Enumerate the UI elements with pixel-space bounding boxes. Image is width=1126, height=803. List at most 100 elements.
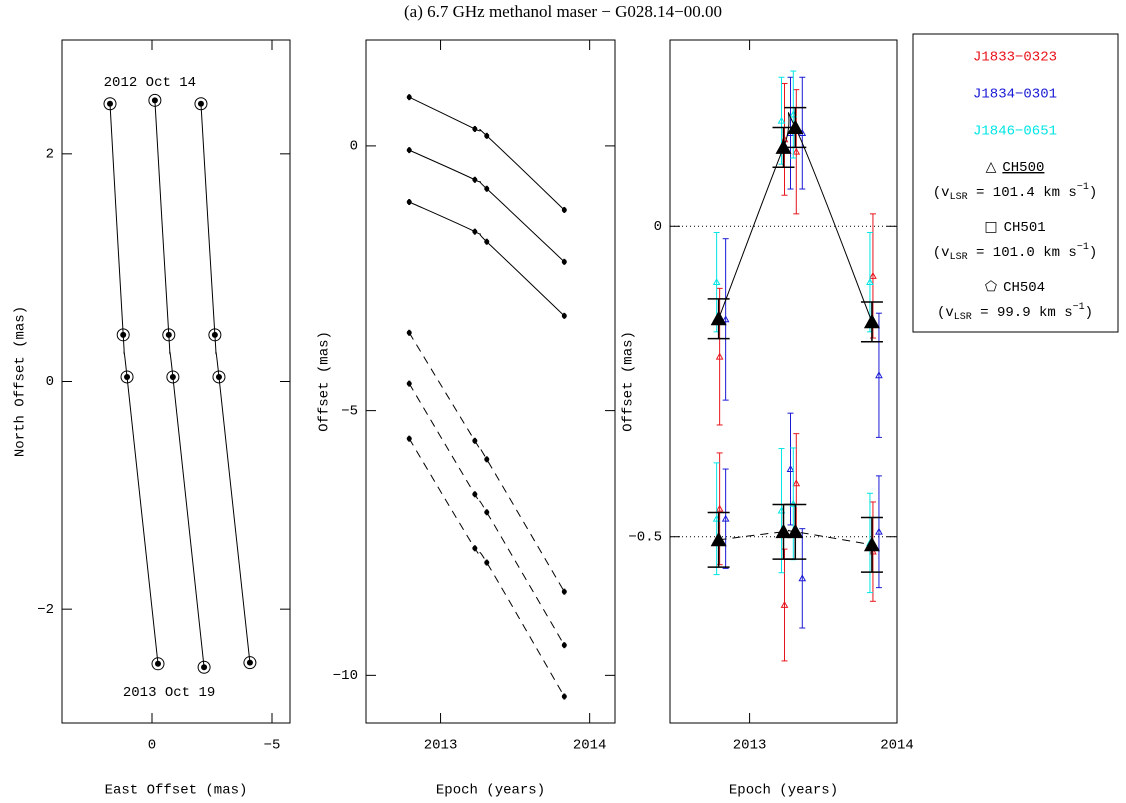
source-marker	[777, 116, 786, 124]
source-marker	[786, 465, 795, 472]
legend-vlsr: (vLSR = 99.9 km s−1)	[937, 302, 1093, 323]
x-tick-label: 2013	[424, 738, 458, 754]
source-marker	[721, 514, 730, 522]
legend-channel-name: CH501	[1004, 220, 1046, 236]
data-point	[484, 509, 490, 515]
legend-entry: J1833−0323	[973, 50, 1057, 66]
x-tick-label: −5	[264, 738, 281, 754]
legend-vlsr-part: = 101.4 km s	[968, 185, 1077, 201]
legend-channel-name: CH504	[1003, 280, 1045, 296]
y-tick-label: −5	[341, 403, 358, 419]
annotation: 2013 Oct 19	[123, 685, 215, 701]
position-marker	[103, 97, 117, 111]
position-marker	[120, 370, 134, 384]
track-line	[109, 103, 159, 664]
data-point	[406, 436, 412, 442]
y-axis-label: Offset (mas)	[621, 331, 637, 432]
position-dot	[124, 373, 131, 380]
legend-channel: ⬠ CH504	[985, 279, 1045, 296]
offset-curve	[409, 201, 565, 317]
x-tick-label: 2014	[573, 738, 607, 754]
data-point	[484, 133, 490, 139]
fit-marker	[863, 313, 880, 329]
legend-vlsr-part: −1	[1073, 302, 1085, 313]
data-point	[472, 229, 478, 235]
x-axis-label: Epoch (years)	[436, 783, 545, 799]
data-point	[561, 589, 567, 595]
legend-vlsr-part: LSR	[950, 192, 968, 203]
y-axis-label: Offset (mas)	[317, 331, 333, 432]
data-point	[484, 456, 490, 462]
y-tick-label: 0	[654, 219, 662, 235]
position-dot	[107, 100, 113, 107]
data-point	[406, 147, 412, 153]
legend-entry: J1834−0301	[973, 87, 1057, 103]
source-marker	[715, 504, 724, 512]
fit-marker	[863, 536, 880, 552]
track-line	[200, 103, 251, 663]
data-point	[561, 259, 567, 265]
data-point	[472, 545, 478, 551]
fit-marker	[710, 310, 727, 326]
position-marker	[243, 656, 257, 670]
legend-vlsr-part: LSR	[954, 312, 972, 323]
source-marker	[869, 271, 877, 279]
source-marker	[792, 479, 801, 487]
data-point	[472, 438, 478, 444]
plot-frame	[365, 39, 616, 724]
x-tick-label: 2013	[733, 738, 767, 754]
position-dot	[201, 664, 208, 671]
source-marker	[789, 499, 798, 507]
legend-symbol: □	[984, 219, 997, 235]
x-tick-label: 0	[148, 738, 156, 754]
track-line	[154, 100, 205, 668]
source-marker	[875, 371, 883, 379]
y-tick-label: 0	[46, 374, 54, 390]
data-point	[561, 694, 567, 700]
y-tick-label: 2	[46, 147, 54, 163]
legend-vlsr-part: (v	[937, 305, 954, 321]
data-point	[484, 186, 490, 192]
legend-vlsr-part: −1	[1077, 182, 1089, 193]
data-point	[406, 381, 412, 387]
data-point	[561, 642, 567, 648]
legend-vlsr-part: )	[1089, 185, 1097, 201]
source-marker	[798, 574, 807, 582]
x-tick-label: 2014	[880, 738, 914, 754]
y-axis-label: North Offset (mas)	[13, 306, 29, 457]
fit-marker	[710, 531, 727, 547]
offset-curve	[409, 149, 565, 263]
position-marker	[212, 370, 226, 384]
data-point	[406, 94, 412, 100]
y-tick-label: −10	[333, 668, 358, 684]
x-axis-label: East Offset (mas)	[105, 783, 248, 799]
data-point	[561, 207, 567, 213]
fit-marker	[787, 523, 804, 539]
legend-vlsr-part: )	[1085, 305, 1093, 321]
position-dot	[197, 100, 204, 107]
y-tick-label: −2	[37, 602, 54, 618]
legend-vlsr-part: (v	[933, 185, 950, 201]
position-marker	[148, 93, 162, 107]
annotation: 2012 Oct 14	[104, 75, 196, 91]
data-point	[472, 491, 478, 497]
legend-vlsr: (vLSR = 101.0 km s−1)	[933, 242, 1097, 263]
fit-curve	[718, 112, 873, 323]
legend-entry: J1846−0651	[973, 124, 1057, 140]
fit-marker	[787, 119, 804, 134]
source-marker	[792, 147, 801, 155]
offset-curve	[408, 438, 565, 697]
position-dot	[215, 373, 222, 380]
x-axis-label: Epoch (years)	[729, 783, 838, 799]
data-point	[484, 560, 490, 566]
offset-curve	[408, 332, 565, 592]
legend-channel-name: CH500	[1002, 160, 1044, 176]
position-marker	[116, 328, 130, 342]
position-dot	[169, 373, 176, 380]
position-dot	[151, 97, 158, 104]
data-point	[484, 239, 490, 245]
data-point	[472, 177, 478, 183]
legend-vlsr-part: = 101.0 km s	[968, 245, 1077, 261]
source-marker	[715, 352, 724, 360]
